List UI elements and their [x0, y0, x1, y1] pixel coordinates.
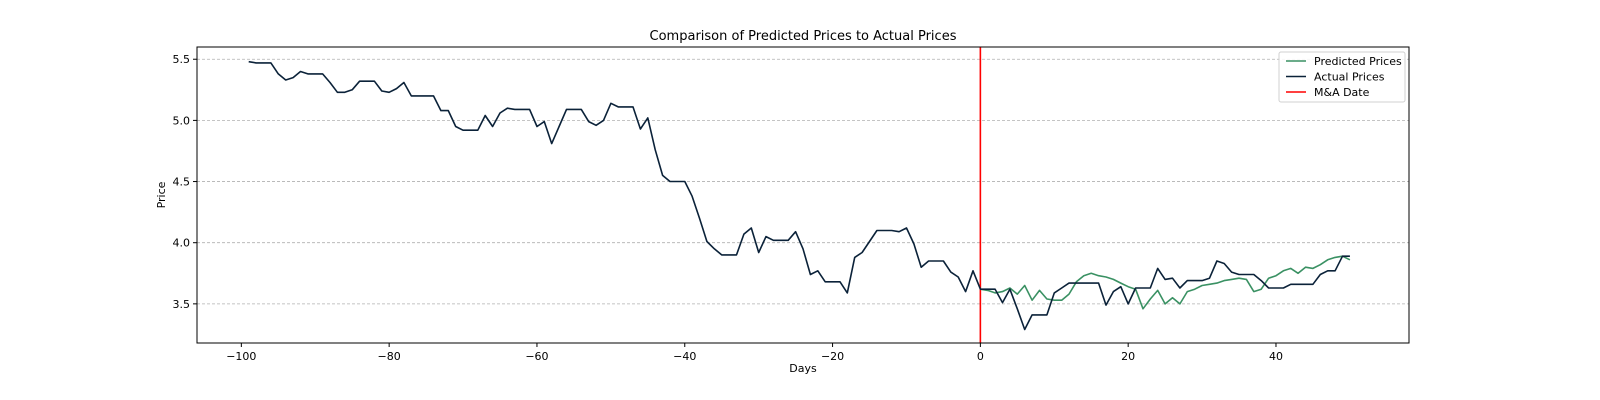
series-line-actual-prices: [248, 60, 1350, 331]
x-tick-label: 40: [1269, 350, 1283, 363]
y-tick-label: 5.0: [173, 114, 191, 127]
x-tick-label: −100: [226, 350, 256, 363]
plot-frame: [196, 46, 1410, 344]
legend-label: M&A Date: [1314, 86, 1370, 99]
series-lines: [248, 60, 1351, 331]
x-axis-ticks: −100 −80 −60 −40 −20 0 20 40: [226, 343, 1283, 363]
x-tick-label: 20: [1121, 350, 1135, 363]
y-axis-label: Price: [155, 181, 168, 208]
x-tick-label: −80: [378, 350, 401, 363]
y-tick-label: 4.5: [173, 176, 191, 189]
legend-label: Predicted Prices: [1314, 55, 1402, 68]
chart-title: Comparison of Predicted Prices to Actual…: [650, 29, 957, 44]
y-tick-label: 3.5: [173, 298, 191, 311]
x-tick-label: −20: [821, 350, 844, 363]
series-line-predicted-prices: [980, 255, 1351, 310]
legend-label: Actual Prices: [1314, 71, 1385, 84]
x-axis-label: Days: [789, 362, 817, 375]
y-tick-label: 4.0: [173, 237, 191, 250]
x-tick-label: 0: [977, 350, 984, 363]
y-tick-label: 5.5: [173, 53, 191, 66]
grid-lines: [197, 58, 1409, 305]
y-axis-ticks: 3.5 4.0 4.5 5.0 5.5: [173, 53, 197, 311]
legend: Predicted Prices Actual Prices M&A Date: [1278, 51, 1406, 103]
x-tick-label: −40: [673, 350, 696, 363]
legend-box: [1278, 51, 1406, 103]
x-tick-label: −60: [525, 350, 548, 363]
